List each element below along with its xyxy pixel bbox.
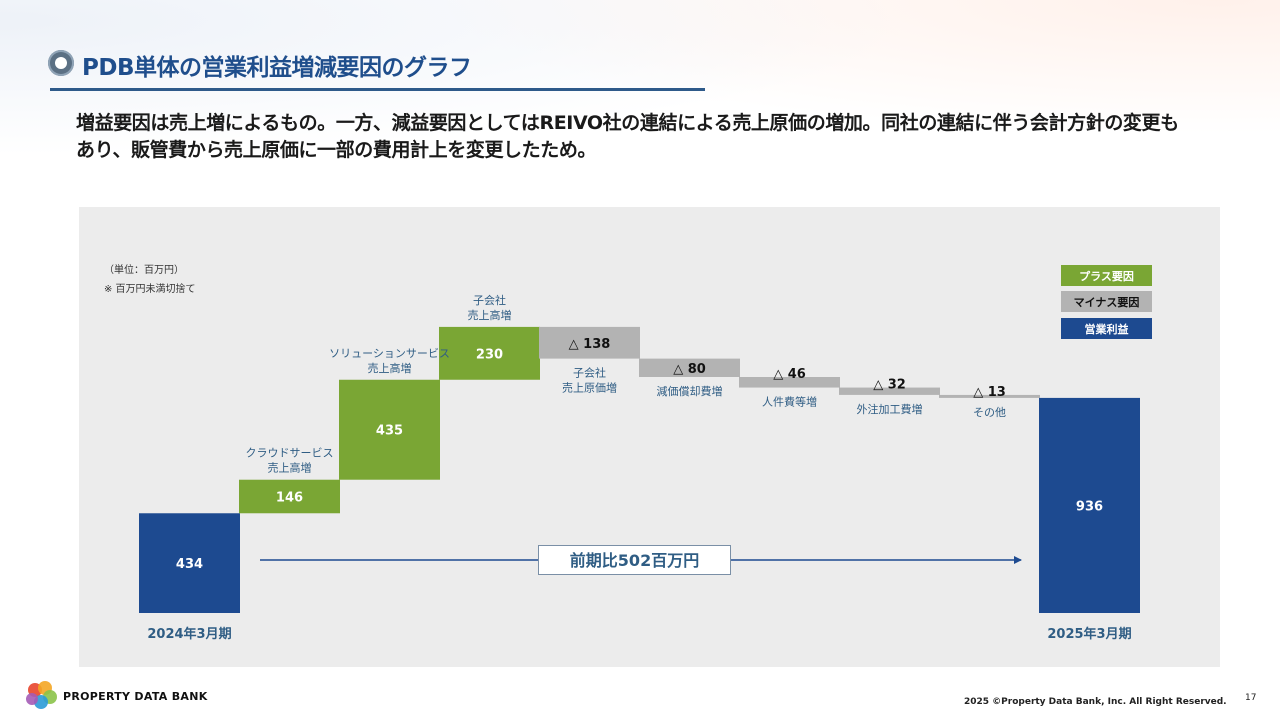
bar-5 [539, 326, 640, 359]
footer-company-name: PROPERTY DATA BANK [63, 690, 208, 703]
category-label-2-line-2: 売上高増 [268, 461, 312, 475]
legend-swatch-minus [1061, 291, 1152, 312]
bar-value-label-1: 434 [176, 557, 203, 572]
header-background [0, 0, 1280, 210]
lead-text: 増益要因は売上増によるもの。一方、減益要因としてはREIVO社の連結による売上原… [76, 112, 1179, 161]
bar-value-label-9: △ 13 [973, 385, 1006, 400]
comparison-label: 前期比502百万円 [570, 551, 699, 570]
bar-value-label-8: △ 32 [873, 378, 906, 393]
bar-9 [939, 394, 1040, 398]
category-label-1-line-1: 2024年3月期 [147, 626, 231, 642]
category-label-7-line-1: 人件費等増 [762, 395, 817, 409]
bar-value-label-4: 230 [476, 347, 503, 362]
bar-3 [339, 379, 440, 480]
category-label-3-line-2: 売上高増 [368, 361, 412, 375]
legend-label-total: 営業利益 [1085, 322, 1129, 336]
category-label-4-line-2: 売上高増 [468, 308, 512, 322]
unit-note: （単位：百万円） [104, 263, 184, 276]
bar-8 [839, 387, 940, 395]
category-label-4-line-1: 子会社 [473, 293, 506, 307]
legend-swatch-plus [1061, 265, 1152, 286]
footer-copyright: 2025 ©Property Data Bank, Inc. All Right… [964, 697, 1227, 707]
category-label-5-line-1: 子会社 [573, 366, 606, 380]
bar-value-label-5: △ 138 [569, 337, 611, 352]
bar-2 [239, 479, 340, 514]
bar-value-label-7: △ 46 [773, 367, 806, 382]
comparison-box [538, 545, 731, 575]
chart-panel [79, 207, 1220, 667]
slide-title: PDB単体の営業利益増減要因のグラフ [82, 55, 472, 81]
bar-10 [1039, 397, 1140, 613]
legend-label-minus: マイナス要因 [1074, 296, 1140, 309]
category-label-10-line-1: 2025年3月期 [1047, 626, 1131, 642]
category-label-2-line-1: クラウドサービス [246, 447, 334, 460]
category-label-9-line-1: その他 [973, 406, 1006, 419]
bar-7 [739, 376, 840, 388]
company-logo-icon [26, 681, 57, 709]
bar-1 [139, 513, 240, 613]
rounding-note: ※ 百万円未満切捨て [104, 282, 196, 295]
category-label-5-line-2: 売上原価増 [562, 382, 617, 395]
circle-bullet-icon [48, 50, 74, 76]
bar-6 [639, 358, 740, 377]
bar-value-label-6: △ 80 [673, 362, 706, 377]
category-label-8-line-1: 外注加工費増 [857, 402, 923, 416]
legend-swatch-total [1061, 318, 1152, 339]
bar-value-label-2: 146 [276, 490, 303, 505]
bar-value-label-10: 936 [1076, 499, 1103, 514]
title-underline [50, 88, 705, 91]
bar-value-label-3: 435 [376, 424, 403, 439]
legend-label-plus: プラス要因 [1079, 269, 1134, 283]
category-label-3-line-1: ソリューションサービス [329, 347, 450, 360]
category-label-6-line-1: 減価償却費増 [657, 384, 723, 398]
bar-4 [439, 326, 540, 380]
page-number: 17 [1245, 693, 1257, 703]
